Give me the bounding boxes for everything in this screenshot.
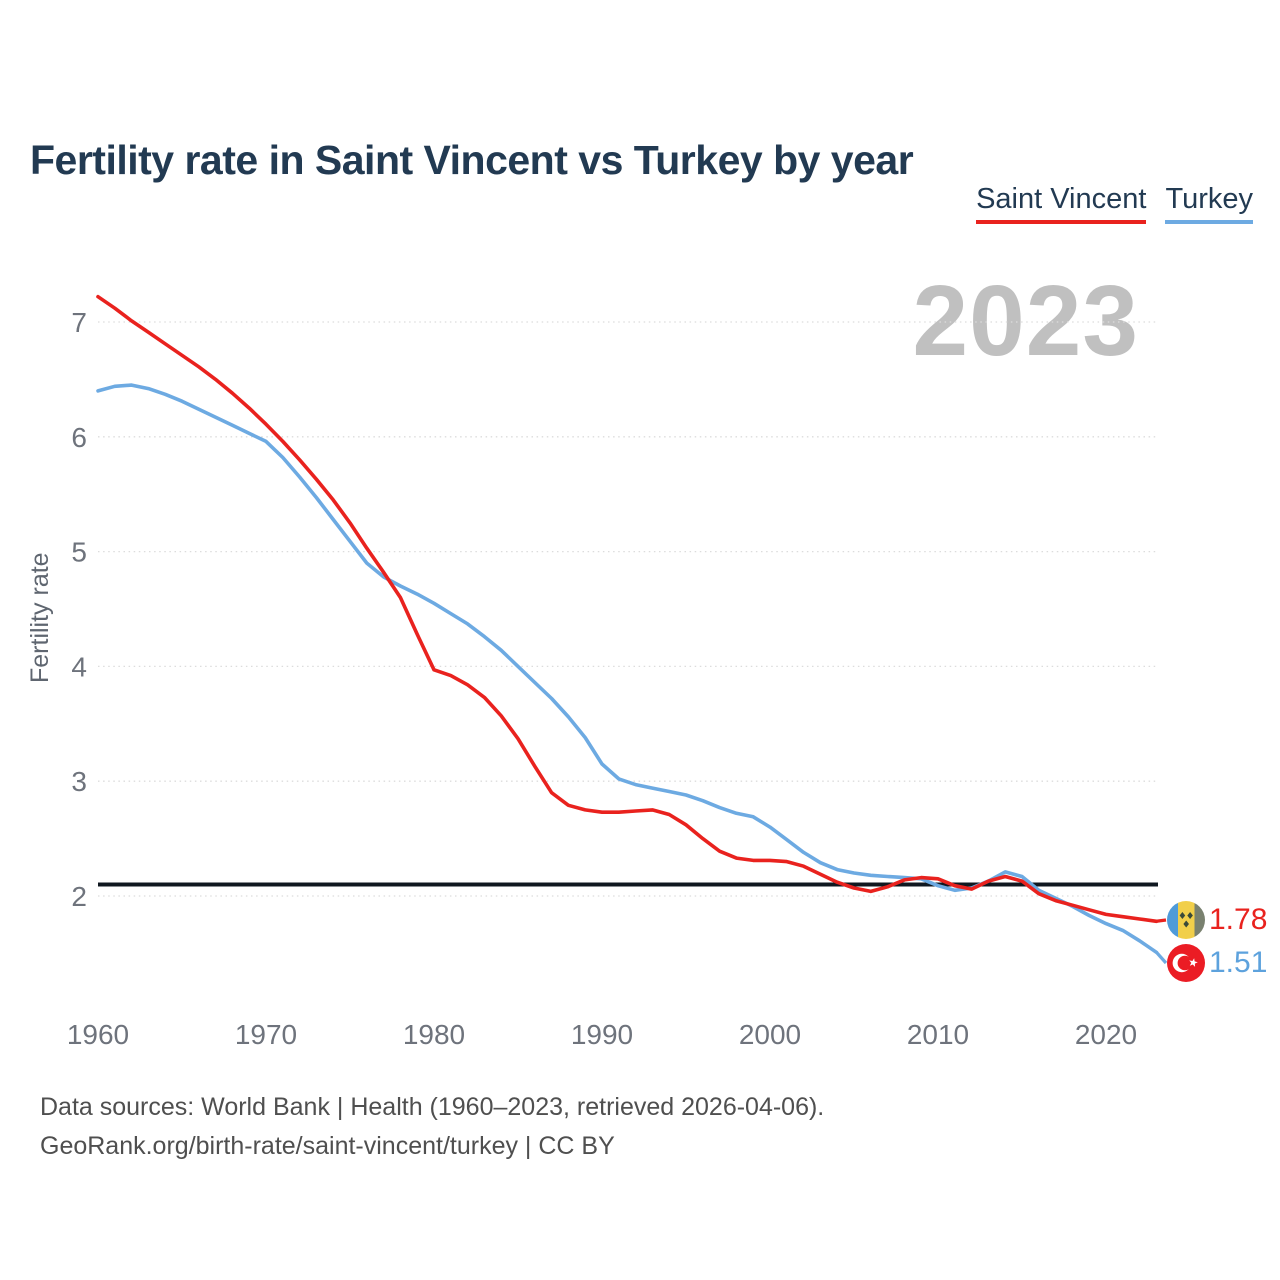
end-connector	[1155, 951, 1168, 965]
y-tick-label: 5	[71, 537, 87, 568]
x-tick-label: 2020	[1075, 1019, 1137, 1050]
line-turkey	[96, 383, 1159, 955]
data-series	[96, 294, 1168, 965]
x-tick-label: 2010	[907, 1019, 969, 1050]
x-tick-label: 1970	[235, 1019, 297, 1050]
y-tick-label: 2	[71, 881, 87, 912]
y-tick-label: 4	[71, 651, 87, 682]
legend: Saint Vincent Turkey	[976, 183, 1253, 224]
line-saint-vincent	[96, 294, 1159, 924]
y-tick-label: 3	[71, 766, 87, 797]
y-tick-label: 6	[71, 422, 87, 453]
legend-item-saint-vincent[interactable]: Saint Vincent	[976, 183, 1147, 224]
x-tick-label: 1990	[571, 1019, 633, 1050]
x-tick-label: 1960	[67, 1019, 129, 1050]
end-value-turkey: 1.51	[1209, 946, 1268, 979]
turkey-flag-icon	[1167, 944, 1205, 982]
gridlines-and-ticks: 7 6 5 4 3 2 1960 1970 1980 1990 2000 2010 2020	[67, 307, 1158, 1050]
source-url-line: GeoRank.org/birth-rate/saint-vincent/tur…	[40, 1132, 615, 1160]
data-sources-line: Data sources: World Bank | Health (1960–…	[40, 1093, 825, 1121]
legend-item-turkey[interactable]: Turkey	[1165, 183, 1253, 224]
footer: Data sources: World Bank | Health (1960–…	[40, 1088, 824, 1166]
end-connector	[1156, 918, 1167, 923]
x-tick-label: 2000	[739, 1019, 801, 1050]
end-value-saint-vincent: 1.78	[1209, 903, 1268, 936]
x-tick-label: 1980	[403, 1019, 465, 1050]
current-year-watermark: 2023	[912, 265, 1139, 377]
chart-title: Fertility rate in Saint Vincent vs Turke…	[30, 137, 914, 184]
saint-vincent-flag-icon	[1167, 901, 1205, 939]
y-tick-label: 7	[71, 307, 87, 338]
